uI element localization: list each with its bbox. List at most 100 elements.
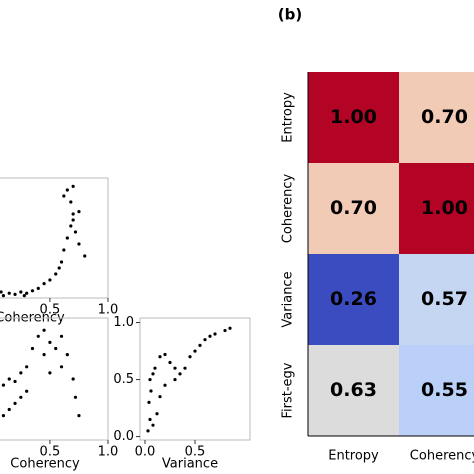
heatmap-cell: [399, 254, 474, 345]
point: [25, 365, 29, 369]
point: [228, 326, 232, 330]
point: [7, 407, 11, 412]
point: [7, 377, 11, 381]
x-tick-label: 0.5: [40, 445, 61, 460]
x-tick-label: 0.5: [185, 445, 206, 460]
x-category-label: Coherency: [410, 449, 474, 464]
heatmap-cell: [308, 72, 399, 163]
plot-frame: [0, 317, 109, 441]
point: [163, 383, 167, 387]
point: [1, 383, 6, 387]
point: [42, 353, 46, 357]
point: [223, 328, 227, 333]
point: [36, 334, 40, 338]
x-tick-label: 1.0: [98, 303, 119, 318]
point: [203, 338, 207, 342]
point: [59, 365, 64, 369]
y-category-label: Coherency: [281, 173, 296, 243]
point: [30, 346, 35, 351]
point: [36, 286, 40, 290]
cell-label: 0.26: [330, 288, 377, 310]
point: [168, 360, 172, 365]
x-tick-label: 0.5: [40, 303, 61, 318]
point: [77, 414, 81, 418]
x-category-label: Entropy: [328, 449, 379, 464]
y-category-label: Entropy: [281, 92, 296, 143]
point: [57, 266, 61, 270]
point: [69, 224, 73, 228]
point: [65, 353, 69, 357]
heatmap-cell: [399, 345, 474, 436]
point: [48, 340, 52, 344]
point: [48, 278, 52, 282]
point: [153, 366, 157, 370]
point: [42, 328, 46, 332]
heatmap-cell: [399, 163, 474, 254]
point: [65, 188, 69, 192]
point: [19, 395, 23, 399]
cell-label: 1.00: [421, 197, 468, 219]
point: [13, 292, 17, 296]
point: [30, 289, 35, 293]
point: [148, 377, 152, 382]
y-tick-label: 1.0: [113, 315, 134, 330]
cell-label: 0.70: [421, 106, 468, 128]
heatmap-cell: [308, 163, 399, 254]
point: [149, 389, 153, 393]
plot-frame: [0, 177, 109, 299]
x-axis-label: Coherency: [10, 457, 80, 472]
point: [25, 389, 29, 393]
point: [77, 210, 81, 214]
cell-label: 1.00: [330, 106, 377, 128]
y-tick-label: 0.5: [113, 372, 134, 387]
heatmap-cell: [308, 254, 399, 345]
point: [65, 236, 69, 240]
point: [173, 377, 177, 382]
y-category-label: First-egv: [281, 362, 296, 418]
point: [151, 423, 155, 427]
point: [0, 290, 3, 294]
point: [148, 417, 152, 422]
point: [54, 272, 58, 276]
point: [42, 282, 46, 286]
point: [62, 248, 66, 252]
cell-label: 0.57: [421, 288, 468, 310]
point: [188, 355, 192, 359]
cell-label: 0.63: [330, 379, 377, 401]
y-category-label: Variance: [281, 271, 296, 327]
point: [208, 334, 212, 338]
point: [73, 395, 78, 399]
point: [198, 343, 202, 347]
point: [22, 294, 26, 298]
point: [59, 334, 64, 338]
point: [77, 242, 81, 246]
point: [7, 291, 11, 295]
point: [213, 332, 217, 336]
point: [13, 401, 17, 405]
point: [158, 355, 162, 359]
point: [19, 371, 23, 375]
point: [1, 294, 6, 298]
heatmap-cell: [308, 345, 399, 436]
point: [155, 412, 159, 416]
point: [25, 291, 29, 295]
cell-label: 0.55: [421, 379, 468, 401]
point: [13, 379, 17, 384]
point: [193, 349, 197, 353]
x-tick-label: 0.0: [135, 445, 156, 460]
panel-label: (b): [278, 6, 302, 24]
point: [147, 400, 151, 404]
point: [146, 429, 150, 433]
point: [83, 254, 87, 258]
point: [62, 194, 66, 198]
point: [73, 230, 78, 234]
point: [54, 346, 58, 351]
heatmap-cell: [399, 72, 474, 163]
point: [69, 200, 73, 204]
point: [71, 184, 75, 188]
point: [178, 372, 182, 376]
point: [173, 366, 177, 370]
point: [48, 371, 52, 375]
point: [71, 212, 75, 216]
x-tick-label: 1.0: [98, 445, 119, 460]
